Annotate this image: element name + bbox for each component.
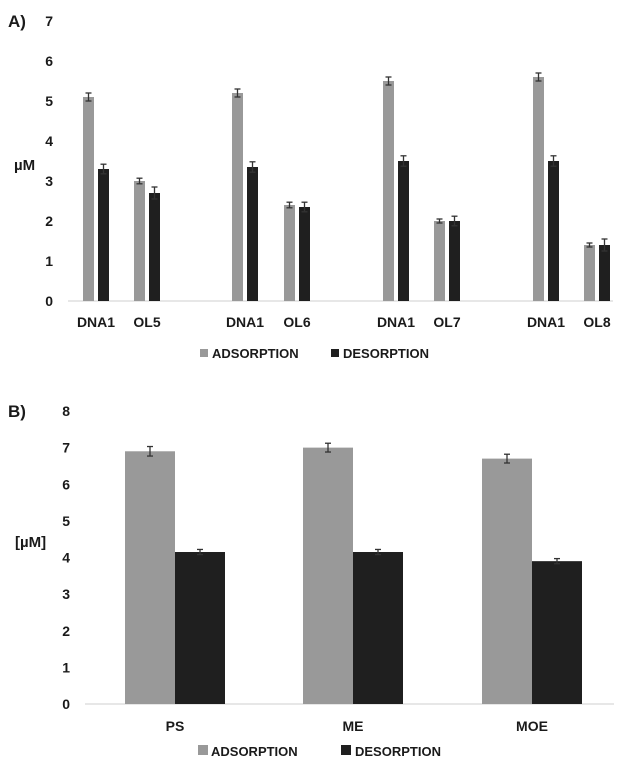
panel-b-legend-swatch-desorption (341, 745, 351, 755)
panel-b-bars (125, 442, 582, 704)
panel-a-error-bar (451, 215, 458, 227)
panel-a-category-label: DNA1 (226, 314, 264, 330)
panel-b-y-tick-label: 3 (62, 586, 70, 602)
panel-a-category-label: OL8 (583, 314, 610, 330)
panel-a-bar-desorption (548, 161, 559, 301)
panel-a-category-labels: DNA1 OL5 DNA1 OL6 DNA1 OL7 DNA1 OL8 (77, 314, 611, 330)
panel-a-error-bar (400, 155, 407, 167)
panel-b-legend-swatch-adsorption (198, 745, 208, 755)
panel-b-y-tick-label: 5 (62, 513, 70, 529)
panel-a-bar-desorption (247, 167, 258, 301)
panel-b-y-tick-label: 7 (62, 440, 70, 456)
panel-a-bar-desorption (149, 193, 160, 301)
panel-a-bar-adsorption (232, 93, 243, 301)
panel-a-y-tick-label: 1 (45, 253, 53, 269)
panel-b-y-axis-label: [µM] (15, 534, 46, 551)
panel-a-bar-adsorption (383, 81, 394, 301)
panel-b-category-label: MOE (516, 718, 548, 734)
panel-b-y-tick-label: 8 (62, 403, 70, 419)
panel-a-error-bar (100, 163, 107, 175)
panel-a-bar-adsorption (533, 77, 544, 301)
panel-a-category-label: DNA1 (77, 314, 115, 330)
panel-a-error-bar (550, 155, 557, 167)
panel-a-bar-desorption (299, 207, 310, 301)
panel-a-legend-swatch-desorption (331, 349, 339, 357)
panel-a-y-tick-label: 6 (45, 53, 53, 69)
panel-a-bar-adsorption (584, 245, 595, 301)
panel-a-category-label: OL6 (283, 314, 310, 330)
panel-a-error-bar (586, 242, 593, 248)
panel-a-bar-desorption (449, 221, 460, 301)
panel-a-y-ticks: 0 1 2 3 4 5 6 7 (45, 13, 53, 309)
panel-b-y-tick-label: 4 (62, 550, 70, 566)
panel-b-chart: B) [µM] 0 1 2 3 4 5 6 7 8 PS ME MOE ADSORPTION DES… (8, 402, 614, 759)
panel-a-bar-desorption (398, 161, 409, 301)
panel-b-error-bar (197, 548, 203, 556)
panel-b-category-labels: PS ME MOE (166, 718, 548, 734)
panel-b-bar-adsorption (482, 458, 532, 704)
panel-a-bar-desorption (98, 169, 109, 301)
panel-a-y-tick-label: 5 (45, 93, 53, 109)
panel-a-error-bar (136, 177, 143, 185)
panel-b-bar-desorption (175, 552, 225, 704)
panel-a-error-bar (249, 161, 256, 173)
panel-a-bar-adsorption (434, 221, 445, 301)
panel-a-legend: ADSORPTION DESORPTION (200, 346, 429, 361)
panel-a-bar-adsorption (83, 97, 94, 301)
panel-a-error-bar (601, 238, 608, 252)
panel-a-bar-adsorption (134, 181, 145, 301)
panel-a-error-bar (385, 76, 392, 86)
panel-b-category-label: PS (166, 718, 185, 734)
panel-b-legend: ADSORPTION DESORPTION (198, 744, 441, 759)
panel-a-error-bar (151, 186, 158, 200)
panel-a-y-tick-label: 7 (45, 13, 53, 29)
panel-a-category-label: OL7 (433, 314, 460, 330)
panel-b-y-ticks: 0 1 2 3 4 5 6 7 8 (62, 403, 70, 712)
panel-a-legend-desorption: DESORPTION (343, 346, 429, 361)
panel-b-label: B) (8, 402, 26, 421)
panel-a-error-bar (535, 72, 542, 82)
panel-a-category-label: DNA1 (527, 314, 565, 330)
panel-b-bar-adsorption (125, 451, 175, 704)
panel-b-y-tick-label: 1 (62, 659, 70, 675)
panel-a-error-bar (234, 88, 241, 98)
panel-b-error-bar (554, 557, 560, 565)
panel-b-legend-desorption: DESORPTION (355, 744, 441, 759)
panel-a-label: A) (8, 12, 26, 31)
panel-b-y-tick-label: 6 (62, 476, 70, 492)
panel-a-error-bar (85, 92, 92, 102)
panel-b-bar-adsorption (303, 447, 353, 704)
panel-a-bars (83, 72, 610, 301)
panel-a-category-label: DNA1 (377, 314, 415, 330)
panel-a-y-axis-label: µM (14, 157, 35, 174)
panel-a-error-bar (436, 218, 443, 224)
panel-b-error-bar (147, 445, 153, 457)
panel-b-legend-adsorption: ADSORPTION (211, 744, 298, 759)
panel-b-y-tick-label: 0 (62, 696, 70, 712)
panel-a-bar-desorption (599, 245, 610, 301)
panel-a-bar-adsorption (284, 205, 295, 301)
panel-a-error-bar (301, 201, 308, 213)
panel-a-y-tick-label: 2 (45, 213, 53, 229)
panel-b-y-tick-label: 2 (62, 623, 70, 639)
panel-b-error-bar (325, 442, 331, 453)
panel-b-error-bar (504, 453, 510, 464)
panel-b-category-label: ME (343, 718, 364, 734)
panel-b-bar-desorption (353, 552, 403, 704)
panel-a-y-tick-label: 0 (45, 293, 53, 309)
panel-a-category-label: OL5 (133, 314, 160, 330)
panel-a-legend-adsorption: ADSORPTION (212, 346, 299, 361)
panel-b-bar-desorption (532, 561, 582, 704)
panel-a-error-bar (286, 201, 293, 209)
panel-b-error-bar (375, 548, 381, 556)
panel-a-y-tick-label: 3 (45, 173, 53, 189)
panel-a-legend-swatch-adsorption (200, 349, 208, 357)
panel-a-y-tick-label: 4 (45, 133, 53, 149)
